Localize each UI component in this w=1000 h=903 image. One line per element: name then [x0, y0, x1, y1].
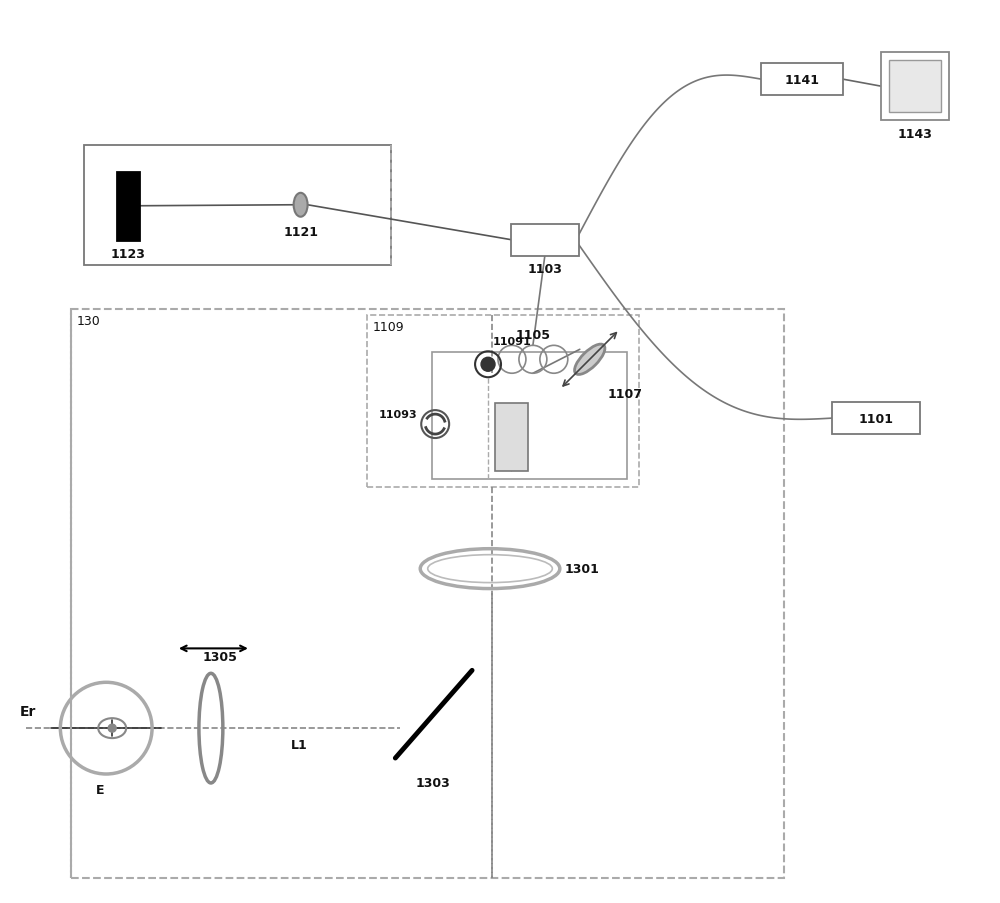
Bar — [511, 225, 579, 256]
Text: 1107: 1107 — [608, 387, 643, 401]
Text: Er: Er — [20, 704, 36, 719]
Text: 1301: 1301 — [565, 563, 600, 575]
Text: L1: L1 — [291, 739, 307, 751]
Text: 1305: 1305 — [203, 651, 238, 664]
Bar — [495, 404, 528, 471]
Bar — [117, 172, 139, 240]
Bar — [889, 61, 941, 113]
Bar — [832, 403, 920, 434]
Text: 11091: 11091 — [493, 337, 532, 347]
Text: 1121: 1121 — [283, 226, 318, 238]
Bar — [71, 310, 784, 878]
Text: 11093: 11093 — [379, 410, 417, 420]
Circle shape — [108, 724, 116, 732]
Circle shape — [481, 358, 495, 372]
Text: 1143: 1143 — [897, 128, 932, 141]
Text: 1303: 1303 — [415, 777, 450, 789]
Bar — [432, 353, 627, 479]
Text: 1141: 1141 — [785, 73, 820, 87]
Ellipse shape — [294, 193, 308, 218]
Text: E: E — [96, 783, 105, 796]
Text: 1109: 1109 — [372, 321, 404, 334]
Bar — [881, 53, 949, 121]
Bar — [367, 316, 639, 488]
Bar — [84, 145, 391, 265]
Text: 1103: 1103 — [527, 262, 562, 275]
Ellipse shape — [575, 345, 605, 375]
Text: 1101: 1101 — [858, 412, 893, 425]
Text: 1123: 1123 — [111, 247, 146, 260]
Text: 130: 130 — [76, 315, 100, 328]
Text: 1105: 1105 — [515, 329, 550, 342]
Bar — [761, 64, 843, 96]
